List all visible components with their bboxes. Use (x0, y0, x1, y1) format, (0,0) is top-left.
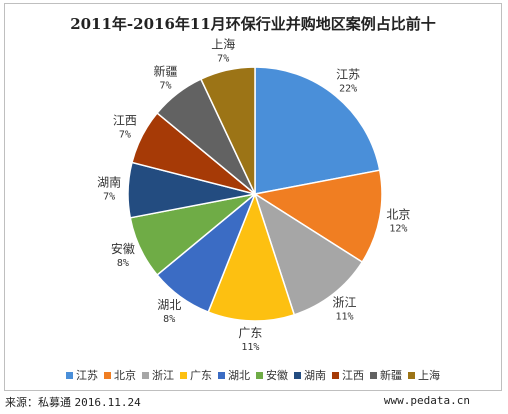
legend-item-湖北: 湖北 (218, 367, 250, 383)
legend-swatch (294, 371, 301, 379)
legend-label: 安徽 (266, 369, 288, 382)
source-date: 2016.11.24 (74, 396, 141, 409)
legend-swatch (66, 371, 73, 379)
legend: 江苏 北京 浙江 广东 湖北 安徽 湖南 江西 新疆 上海 (5, 367, 501, 383)
data-label-percent-湖南: 7% (103, 191, 115, 202)
legend-label: 浙江 (152, 369, 174, 382)
data-label-category-安徽: 安徽 (111, 241, 135, 256)
pie-chart: 江苏 22% 北京 12% 浙江 11% 广东 11% 湖北 8% 安徽 8% 湖南 7% 江西 7% 新疆 7%… (97, 37, 410, 353)
legend-item-江西: 江西 (332, 367, 364, 383)
data-label-category-浙江: 浙江 (332, 295, 356, 309)
data-label-percent-北京: 12% (389, 223, 407, 234)
pie-slice-北京 (252, 169, 383, 264)
data-label-category-湖南: 湖南 (97, 174, 121, 189)
data-label-category-广东: 广东 (238, 326, 262, 340)
legend-label: 上海 (418, 369, 440, 382)
legend-item-广东: 广东 (180, 367, 212, 383)
legend-item-北京: 北京 (104, 367, 136, 383)
legend-swatch (104, 371, 111, 379)
website-url: www.pedata.cn (383, 394, 470, 407)
legend-swatch (370, 371, 377, 379)
data-label-category-江苏: 江苏 (336, 68, 360, 82)
data-label-category-湖北: 湖北 (157, 297, 181, 312)
legend-item-湖南: 湖南 (294, 367, 326, 383)
legend-label: 广东 (190, 369, 212, 382)
data-label-percent-湖北: 8% (163, 314, 175, 325)
legend-item-浙江: 浙江 (142, 367, 174, 383)
pie-slice-上海 (199, 66, 256, 195)
legend-label: 北京 (114, 369, 136, 382)
legend-swatch (332, 371, 339, 379)
legend-item-新疆: 新疆 (370, 367, 402, 383)
data-label-percent-上海: 7% (217, 54, 229, 65)
source-label: 来源：私募通 (5, 396, 71, 409)
chart-title: 2011年-2016年11月环保行业并购地区案例占比前十 (70, 15, 436, 33)
legend-swatch (180, 371, 187, 379)
legend-label: 江苏 (76, 369, 98, 382)
legend-swatch (142, 371, 149, 379)
legend-item-上海: 上海 (408, 367, 440, 383)
legend-swatch (218, 371, 225, 379)
legend-swatch (256, 371, 263, 379)
legend-label: 江西 (342, 369, 364, 382)
pie-slice-江苏 (254, 66, 381, 195)
data-label-category-新疆: 新疆 (153, 64, 177, 79)
data-label-category-北京: 北京 (386, 207, 410, 221)
data-label-category-上海: 上海 (211, 37, 235, 52)
legend-label: 湖南 (304, 369, 326, 382)
data-label-percent-安徽: 8% (117, 258, 129, 269)
data-label-category-江西: 江西 (113, 114, 137, 128)
legend-item-安徽: 安徽 (256, 367, 288, 383)
data-label-percent-江苏: 22% (339, 84, 357, 95)
source-note: 来源：私募通 2016.11.24 (5, 394, 141, 410)
legend-swatch (408, 371, 415, 379)
pie-slice-浙江 (253, 192, 364, 316)
chart-frame: 2011年-2016年11月环保行业并购地区案例占比前十 江苏 22% 北京 12% 浙… (4, 3, 502, 391)
legend-label: 湖北 (228, 369, 250, 382)
data-label-percent-新疆: 7% (159, 81, 171, 92)
legend-label: 新疆 (380, 369, 402, 382)
pie-slice-广东 (207, 191, 296, 322)
data-label-percent-浙江: 11% (335, 311, 353, 322)
legend-item-江苏: 江苏 (66, 367, 98, 383)
data-label-percent-江西: 7% (119, 130, 131, 141)
data-label-percent-广东: 11% (241, 342, 259, 353)
